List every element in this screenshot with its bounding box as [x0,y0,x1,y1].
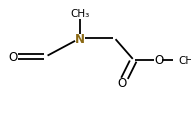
Text: O: O [154,54,163,67]
Text: CH₃: CH₃ [71,9,90,19]
Text: N: N [75,32,85,45]
Text: O: O [9,51,18,63]
Text: O: O [118,77,127,90]
Text: CH₃: CH₃ [179,56,191,65]
